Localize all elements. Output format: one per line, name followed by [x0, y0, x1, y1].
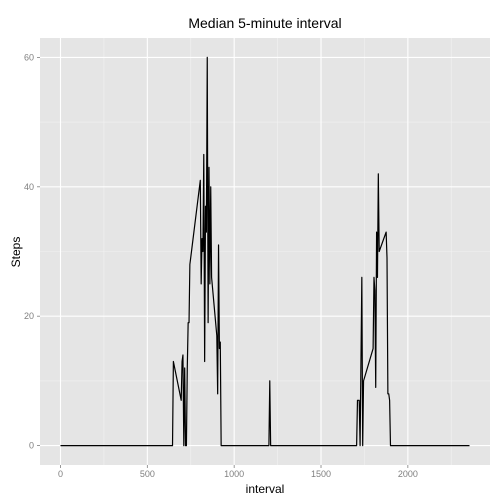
- series-point: [181, 400, 182, 401]
- series-point: [389, 400, 390, 401]
- y-tick-label: 40: [24, 182, 34, 192]
- series-point: [183, 445, 184, 446]
- series-point: [184, 367, 185, 368]
- series-point: [182, 354, 183, 355]
- x-axis-ticks: 0 500 1000 1500 2000: [58, 465, 418, 479]
- series-point: [361, 277, 362, 278]
- series-point: [203, 154, 204, 155]
- x-tick-label: 0: [58, 469, 63, 479]
- series-point: [201, 283, 202, 284]
- series-point: [390, 445, 391, 446]
- y-axis-ticks: 0 20 40 60: [24, 52, 40, 451]
- y-axis-title: Steps: [9, 237, 23, 268]
- series-point: [207, 57, 208, 58]
- series-point: [200, 180, 201, 181]
- series-point: [219, 348, 220, 349]
- series-point: [374, 290, 375, 291]
- series-point: [220, 341, 221, 342]
- series-point: [363, 380, 364, 381]
- series-point: [217, 393, 218, 394]
- series-line: [60, 56, 470, 447]
- series-point: [173, 361, 174, 362]
- series-point: [210, 186, 211, 187]
- grid-major: [40, 38, 490, 465]
- y-tick-label: 20: [24, 311, 34, 321]
- series-point: [373, 348, 374, 349]
- series-point: [359, 400, 360, 401]
- series-point: [205, 206, 206, 207]
- series-point: [373, 277, 374, 278]
- series-point: [216, 335, 217, 336]
- series-point: [201, 238, 202, 239]
- series-point: [379, 251, 380, 252]
- series-point: [218, 244, 219, 245]
- series-point: [172, 445, 173, 446]
- series-point: [269, 380, 270, 381]
- series-point: [362, 445, 363, 446]
- series-point: [356, 445, 357, 446]
- x-tick-label: 2000: [398, 469, 418, 479]
- series-point: [221, 445, 222, 446]
- series-point: [181, 361, 182, 362]
- y-tick-label: 60: [24, 52, 34, 62]
- series-point: [208, 167, 209, 168]
- series-point: [60, 445, 61, 446]
- series-point: [359, 445, 360, 446]
- series-point: [208, 322, 209, 323]
- series-point: [204, 361, 205, 362]
- x-tick-label: 1000: [224, 469, 244, 479]
- series-point: [188, 322, 189, 323]
- series-point: [211, 277, 212, 278]
- x-axis-title: interval: [246, 482, 285, 496]
- series-point: [186, 445, 187, 446]
- series-point: [388, 393, 389, 394]
- series-point: [378, 173, 379, 174]
- series-point: [202, 251, 203, 252]
- series-point: [469, 445, 470, 446]
- series-point: [377, 277, 378, 278]
- series-point: [209, 283, 210, 284]
- series-point: [375, 387, 376, 388]
- series-point: [187, 367, 188, 368]
- series-point: [386, 257, 387, 258]
- series-point: [189, 264, 190, 265]
- x-tick-label: 500: [140, 469, 155, 479]
- y-tick-label: 0: [29, 441, 34, 451]
- series-point: [386, 231, 387, 232]
- series-point: [206, 231, 207, 232]
- series-point: [357, 400, 358, 401]
- series-point: [270, 445, 271, 446]
- grid-minor: [40, 38, 490, 465]
- x-tick-label: 1500: [311, 469, 331, 479]
- chart-title: Median 5-minute interval: [188, 15, 341, 31]
- series-point: [268, 445, 269, 446]
- series-point: [376, 231, 377, 232]
